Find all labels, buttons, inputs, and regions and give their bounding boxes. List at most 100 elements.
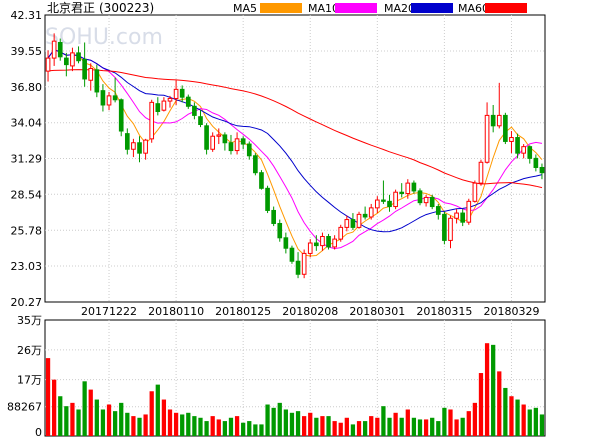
candle: [539, 163, 545, 180]
volume-bar: [173, 412, 179, 436]
volume-bar: [332, 421, 337, 436]
candle: [521, 144, 526, 159]
candle: [344, 215, 350, 232]
volume-bar: [442, 407, 447, 436]
volume-bar: [387, 417, 392, 436]
candle: [246, 141, 252, 160]
volume-bar: [302, 416, 307, 436]
volume-bar: [314, 417, 319, 436]
candle: [124, 128, 130, 155]
volume-bar: [82, 381, 87, 436]
chart-header: 北京君正 (300223) MA5 MA10 MA20 MA60: [47, 1, 527, 15]
volume-bar: [222, 421, 228, 436]
candle: [222, 132, 228, 151]
volume-bar: [527, 409, 532, 436]
candle: [515, 133, 520, 159]
volume-bar: [491, 344, 496, 436]
candle: [326, 233, 331, 250]
candle: [76, 46, 81, 64]
volume-tick-label: 26万: [17, 344, 42, 357]
candle: [155, 97, 161, 116]
candle: [503, 112, 508, 145]
volume-bar: [381, 406, 386, 436]
volume-bar: [417, 419, 423, 436]
volume-bar: [460, 417, 465, 436]
volume-bar: [393, 412, 398, 436]
volume-bar: [155, 384, 160, 436]
volume-bar: [375, 417, 380, 436]
volume-bar: [210, 416, 215, 436]
volume-bar: [423, 419, 429, 436]
candle: [216, 128, 222, 145]
date-tick-label: 20171222: [81, 305, 137, 318]
candle: [271, 206, 276, 227]
candle: [240, 136, 246, 150]
volume-bar: [484, 343, 490, 436]
volume-bar: [119, 402, 124, 436]
volume-bar: [478, 373, 484, 436]
date-tick-label: 20180208: [282, 305, 338, 318]
volume-bar: [161, 399, 167, 436]
candle: [411, 180, 417, 194]
volume-bar: [283, 409, 288, 436]
candle: [106, 91, 112, 111]
ma5-line: [47, 48, 543, 257]
candle: [118, 98, 124, 137]
candle: [356, 211, 362, 229]
candle: [490, 104, 496, 133]
candle: [320, 232, 325, 251]
volume-bar: [411, 417, 417, 436]
volume-bar: [454, 419, 459, 436]
candle: [362, 206, 368, 220]
candle: [70, 47, 75, 72]
volume-bar: [308, 412, 313, 436]
candle: [131, 138, 136, 158]
candle: [173, 80, 179, 105]
candle: [185, 94, 191, 109]
price-tick-label: 23.03: [11, 260, 43, 273]
legend-swatch-ma10: [335, 3, 377, 13]
volume-bar: [76, 409, 81, 436]
volume-bar: [326, 416, 331, 436]
volume-bar: [198, 417, 203, 436]
candle: [64, 52, 69, 77]
volume-tick-label: 88267: [7, 401, 42, 414]
candle: [301, 249, 307, 279]
volume-bar: [64, 406, 69, 436]
candle: [143, 138, 148, 160]
candle: [533, 154, 539, 172]
candle: [527, 145, 533, 164]
volume-bar: [100, 409, 106, 436]
volume-bar: [338, 422, 343, 436]
volume-bar: [216, 419, 221, 436]
ma20-line: [47, 48, 543, 233]
candle: [466, 198, 472, 225]
candle: [295, 252, 301, 279]
candle: [429, 194, 435, 210]
stock-code: (300223): [99, 1, 154, 15]
ma60-line: [47, 69, 543, 189]
volume-tick-label: 17万: [17, 374, 42, 387]
volume-bar: [70, 402, 75, 436]
volume-bar: [228, 417, 234, 436]
candle: [259, 170, 264, 190]
volume-tick-label: 35万: [17, 314, 42, 327]
candle: [448, 215, 453, 249]
volume-bar: [295, 411, 301, 436]
volume-bar: [405, 409, 410, 436]
candle: [210, 132, 216, 152]
candle: [198, 110, 203, 128]
price-tick-label: 39.55: [11, 45, 43, 58]
volume-bar: [241, 422, 246, 436]
volume-bar: [45, 358, 51, 436]
candle: [314, 235, 319, 251]
candle: [496, 82, 502, 129]
candle: [82, 42, 87, 87]
candle: [57, 38, 63, 61]
volume-bar: [466, 411, 471, 436]
candle: [399, 183, 405, 198]
candle: [442, 211, 447, 245]
volume-bar: [271, 407, 276, 436]
legend-label-ma10: MA10: [308, 2, 339, 15]
volume-bar: [186, 412, 191, 436]
